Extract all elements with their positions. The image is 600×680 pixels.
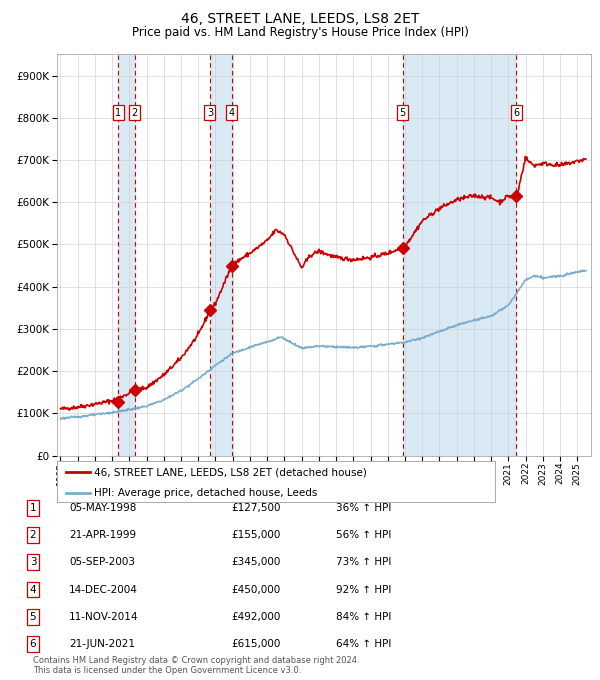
Bar (210, 54, 232, 456)
Text: Contains HM Land Registry data © Crown copyright and database right 2024.: Contains HM Land Registry data © Crown c… (33, 656, 359, 665)
Text: 5: 5 (29, 612, 37, 622)
Text: £450,000: £450,000 (231, 585, 280, 594)
Text: 11-NOV-2014: 11-NOV-2014 (69, 612, 139, 622)
Text: 21-APR-1999: 21-APR-1999 (69, 530, 136, 540)
Text: This data is licensed under the Open Government Licence v3.0.: This data is licensed under the Open Gov… (33, 666, 301, 675)
Text: 46, STREET LANE, LEEDS, LS8 2ET: 46, STREET LANE, LEEDS, LS8 2ET (181, 12, 419, 27)
Text: 4: 4 (29, 585, 37, 594)
Text: 36% ↑ HPI: 36% ↑ HPI (336, 503, 391, 513)
Text: 46, STREET LANE, LEEDS, LS8 2ET (detached house): 46, STREET LANE, LEEDS, LS8 2ET (detache… (94, 467, 367, 477)
Text: £127,500: £127,500 (231, 503, 281, 513)
Text: 92% ↑ HPI: 92% ↑ HPI (336, 585, 391, 594)
Text: 6: 6 (514, 107, 520, 118)
Text: 3: 3 (207, 107, 213, 118)
Text: 21-JUN-2021: 21-JUN-2021 (69, 639, 135, 649)
Text: 1: 1 (29, 503, 37, 513)
Text: Price paid vs. HM Land Registry's House Price Index (HPI): Price paid vs. HM Land Registry's House … (131, 26, 469, 39)
Text: 73% ↑ HPI: 73% ↑ HPI (336, 558, 391, 567)
Text: 2: 2 (29, 530, 37, 540)
Text: 56% ↑ HPI: 56% ↑ HPI (336, 530, 391, 540)
Text: 3: 3 (29, 558, 37, 567)
Text: £155,000: £155,000 (231, 530, 280, 540)
Text: 84% ↑ HPI: 84% ↑ HPI (336, 612, 391, 622)
Bar (118, 54, 134, 456)
Text: 14-DEC-2004: 14-DEC-2004 (69, 585, 138, 594)
Text: 2: 2 (131, 107, 137, 118)
Text: £492,000: £492,000 (231, 612, 280, 622)
Text: £615,000: £615,000 (231, 639, 280, 649)
Text: 4: 4 (229, 107, 235, 118)
Text: 5: 5 (400, 107, 406, 118)
Text: 05-SEP-2003: 05-SEP-2003 (69, 558, 135, 567)
Text: 6: 6 (29, 639, 37, 649)
Text: 64% ↑ HPI: 64% ↑ HPI (336, 639, 391, 649)
Text: 05-MAY-1998: 05-MAY-1998 (69, 503, 136, 513)
Bar (403, 54, 517, 456)
Text: 1: 1 (115, 107, 121, 118)
Text: £345,000: £345,000 (231, 558, 280, 567)
Text: HPI: Average price, detached house, Leeds: HPI: Average price, detached house, Leed… (94, 488, 317, 498)
